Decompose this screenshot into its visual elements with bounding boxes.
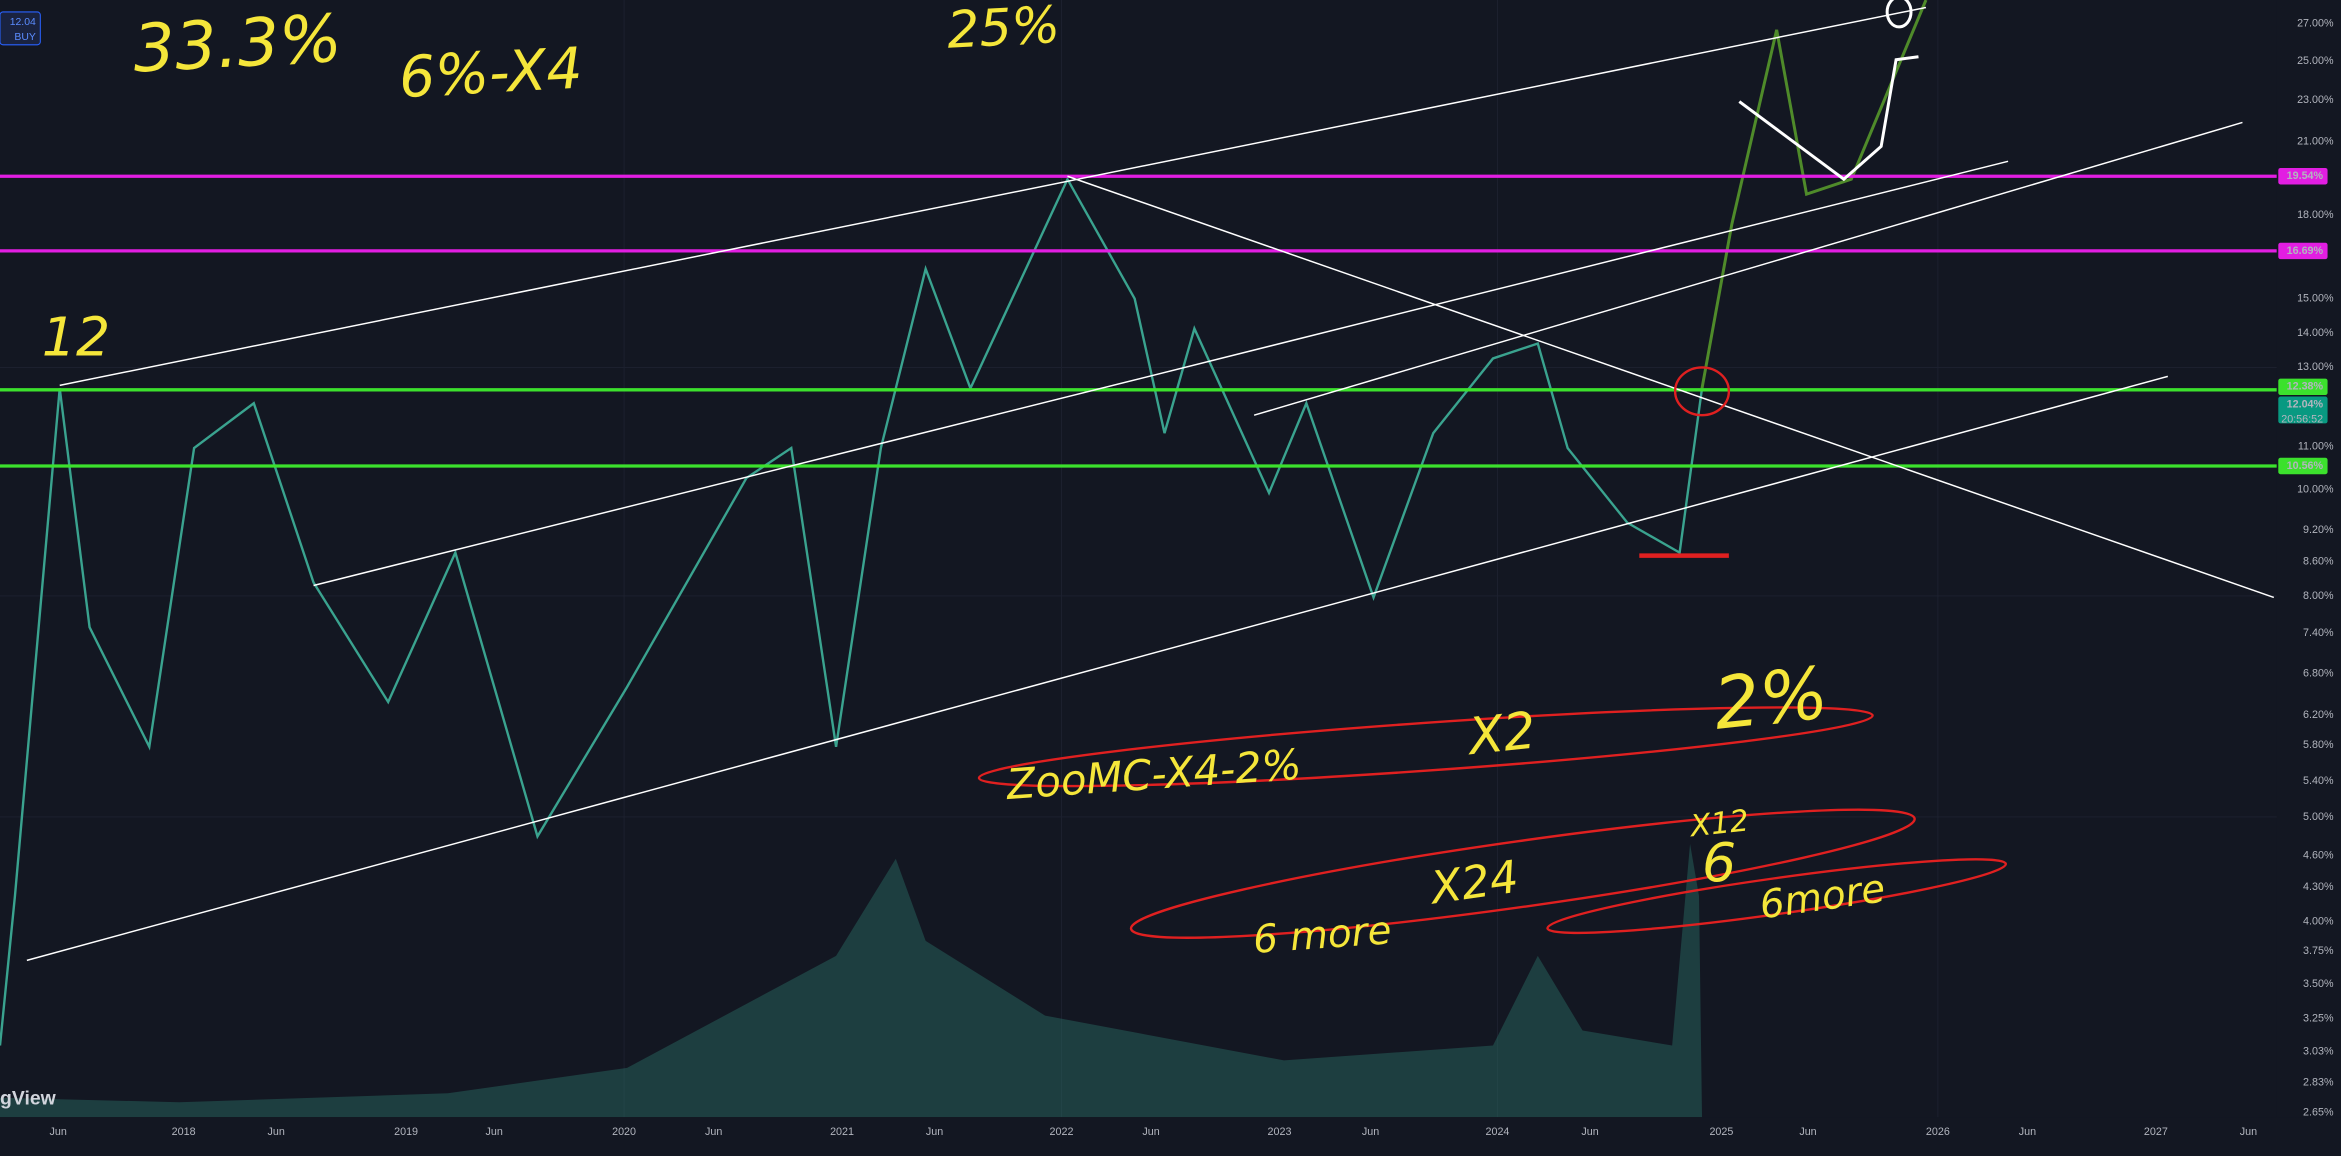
time-label: Jun	[2019, 1126, 2036, 1138]
handwritten-note: 2%	[1710, 650, 1832, 745]
price-axis	[2276, 0, 2341, 1156]
price-label: 4.00%	[2303, 915, 2334, 927]
price-label: 8.00%	[2303, 590, 2334, 602]
handwritten-note: 25%	[946, 0, 1062, 60]
price-label: 10.00%	[2297, 484, 2334, 496]
buy-badge[interactable]	[0, 11, 41, 46]
price-label: 9.20%	[2303, 524, 2334, 536]
time-label: Jun	[1362, 1126, 1379, 1138]
trendlines	[26, 6, 2275, 962]
handwritten-note: 6 more	[1252, 908, 1393, 963]
price-badge-label: 10.56%	[2287, 460, 2324, 472]
handwritten-note: X2	[1463, 700, 1539, 766]
time-label: Jun	[1799, 1126, 1816, 1138]
price-badge	[2278, 242, 2328, 260]
red-scribbles	[977, 366, 2008, 939]
time-label: 2019	[394, 1126, 418, 1138]
price-label: 7.40%	[2303, 627, 2334, 639]
handwritten-note: X24	[1425, 850, 1521, 915]
price-label: 3.50%	[2303, 978, 2334, 990]
price-badge-label: 16.69%	[2287, 245, 2324, 257]
price-path	[0, 176, 1704, 1046]
price-label: 2.65%	[2303, 1107, 2334, 1119]
price-label: 6.80%	[2303, 667, 2334, 679]
watermark: gView	[0, 1087, 57, 1109]
axes: 27.00% 25.00% 23.00% 21.00% 18.00% 15.00% 14.0…	[50, 18, 2334, 1138]
countdown: 20:56:52	[2281, 414, 2323, 426]
white-scribbles	[1738, 0, 1919, 182]
price-label: 13.00%	[2297, 361, 2334, 373]
time-label: Jun	[926, 1126, 943, 1138]
price-label: 2.83%	[2303, 1077, 2334, 1089]
price-label: 4.60%	[2303, 850, 2334, 862]
time-label: Jun	[50, 1126, 67, 1138]
price-badge	[2278, 378, 2328, 396]
price-label: 27.00%	[2297, 18, 2334, 30]
handwritten-note: X12	[1687, 803, 1751, 844]
price-label: 18.00%	[2297, 209, 2334, 221]
volume-area	[0, 843, 1703, 1118]
price-badge-label: 12.38%	[2287, 381, 2324, 393]
price-label: 23.00%	[2297, 94, 2334, 106]
time-label: 2025	[1709, 1126, 1733, 1138]
handwritten-note: 33.3%	[131, 1, 343, 88]
time-label: Jun	[1142, 1126, 1159, 1138]
time-label: 2018	[172, 1126, 196, 1138]
time-label: 2023	[1268, 1126, 1292, 1138]
time-label: 2020	[612, 1126, 636, 1138]
time-label: 2024	[1486, 1126, 1510, 1138]
time-label: Jun	[1581, 1126, 1598, 1138]
badge-action: BUY	[14, 32, 35, 43]
price-label: 21.00%	[2297, 136, 2334, 148]
price-label: 5.40%	[2303, 775, 2334, 787]
price-badge	[2278, 396, 2328, 424]
price-badge-label: 12.04%	[2287, 399, 2324, 411]
price-label: 3.25%	[2303, 1012, 2334, 1024]
handwritten-note: 6%-X4	[397, 36, 584, 112]
time-label: 2027	[2144, 1126, 2168, 1138]
price-label: 8.60%	[2303, 555, 2334, 567]
price-label: 5.00%	[2303, 811, 2334, 823]
time-label: Jun	[268, 1126, 285, 1138]
time-label: Jun	[705, 1126, 722, 1138]
price-label: 3.03%	[2303, 1045, 2334, 1057]
time-label: Jun	[2240, 1126, 2257, 1138]
handwritten-note: 6	[1702, 831, 1736, 894]
time-label: 2026	[1926, 1126, 1950, 1138]
price-label: 6.20%	[2303, 709, 2334, 721]
time-label: 2021	[830, 1126, 854, 1138]
badge-price: 12.04	[10, 17, 36, 28]
price-badge	[2278, 168, 2328, 185]
price-label: 4.30%	[2303, 881, 2334, 893]
price-label: 14.00%	[2297, 327, 2334, 339]
price-label: 3.75%	[2303, 945, 2334, 957]
time-axis	[0, 1117, 2341, 1156]
price-label: 11.00%	[2298, 440, 2334, 452]
price-badge-label: 19.54%	[2287, 170, 2324, 182]
price-label: 5.80%	[2303, 739, 2334, 751]
time-label: 2022	[1050, 1126, 1074, 1138]
handwritten-note: 12	[42, 305, 110, 368]
price-label: 25.00%	[2297, 55, 2334, 67]
price-badge	[2278, 457, 2328, 475]
time-label: Jun	[486, 1126, 503, 1138]
price-label: 15.00%	[2297, 293, 2334, 305]
